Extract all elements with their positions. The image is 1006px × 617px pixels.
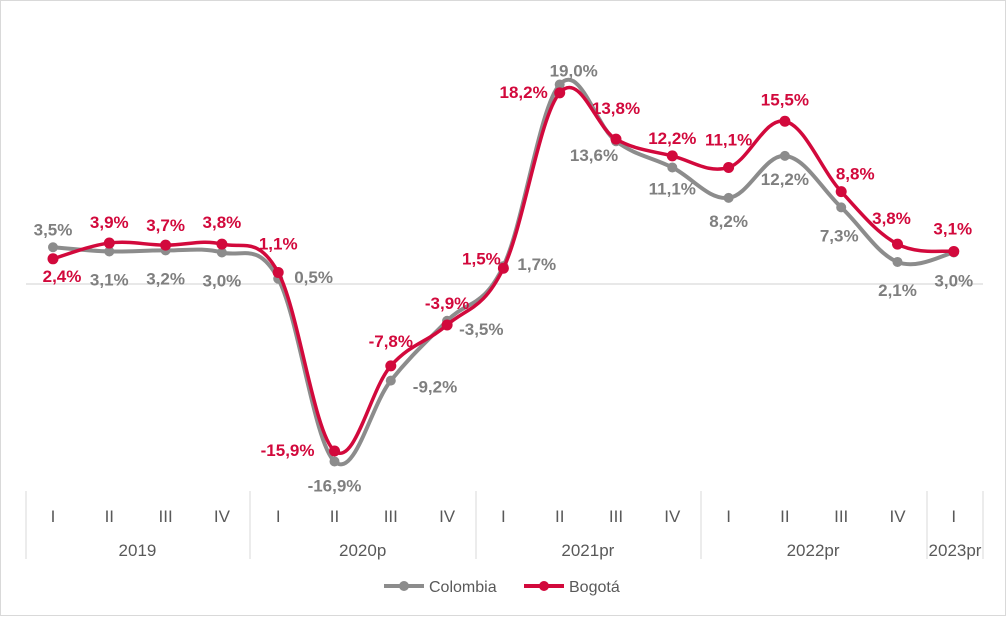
legend-label: Bogotá: [569, 579, 620, 596]
x-year-label: 2021pr: [561, 541, 614, 560]
data-point-bogota: [160, 239, 172, 251]
x-year-label: 2022pr: [787, 541, 840, 560]
data-point-colombia: [836, 202, 847, 213]
data-label-bogota: -15,9%: [261, 441, 315, 460]
x-tick-label: I: [51, 507, 56, 526]
data-label-colombia: 12,2%: [761, 170, 809, 189]
data-label-bogota: -7,8%: [369, 332, 413, 351]
data-point-bogota: [779, 115, 791, 127]
data-point-colombia: [779, 150, 790, 161]
data-point-bogota: [329, 445, 340, 457]
data-point-bogota: [47, 253, 59, 265]
x-tick-label: II: [555, 507, 564, 526]
x-year-label: 2023pr: [929, 541, 982, 560]
x-tick-label: IV: [889, 507, 906, 526]
x-year-label: 2020p: [339, 541, 386, 560]
data-label-layer: 3,5% 3,1% 3,2% 3,0% 0,5% -16,9% -9,2% -3,5% 1,7%…: [34, 62, 974, 496]
data-label-colombia: 1,7%: [517, 255, 556, 274]
x-year-label: 2019: [119, 541, 157, 560]
data-label-bogota: 3,8%: [203, 213, 242, 232]
x-tick-label: II: [330, 507, 339, 526]
data-point-colombia: [723, 192, 734, 203]
series-layer: [47, 77, 960, 467]
legend: Colombia Bogotá: [384, 579, 620, 596]
data-point-bogota: [666, 150, 678, 162]
data-label-bogota: 1,5%: [462, 249, 501, 268]
x-tick-label: III: [384, 507, 398, 526]
data-point-colombia: [216, 247, 227, 258]
data-label-colombia: 19,0%: [550, 62, 598, 81]
data-label-bogota: 1,1%: [259, 234, 298, 253]
x-tick-label: II: [105, 507, 114, 526]
data-label-colombia: 8,2%: [709, 212, 748, 231]
data-label-bogota: -3,9%: [425, 294, 469, 313]
data-point-colombia: [104, 246, 115, 257]
data-label-bogota: 12,2%: [648, 129, 696, 148]
x-tick-label: III: [609, 507, 623, 526]
data-point-bogota: [216, 238, 228, 250]
x-tick-label: IV: [664, 507, 681, 526]
data-label-colombia: -9,2%: [413, 378, 457, 397]
data-label-colombia: 3,5%: [34, 220, 73, 239]
data-point-bogota: [272, 266, 284, 278]
data-label-bogota: 3,9%: [90, 213, 129, 232]
data-label-bogota: 2,4%: [43, 267, 82, 286]
legend-swatch-marker: [539, 581, 549, 591]
data-label-colombia: 3,2%: [146, 269, 185, 288]
data-label-bogota: 3,1%: [933, 219, 972, 238]
data-point-colombia: [892, 256, 903, 267]
data-label-colombia: 2,1%: [878, 281, 917, 300]
data-point-colombia: [385, 375, 396, 386]
data-label-bogota: 3,8%: [872, 209, 911, 228]
data-label-colombia: 3,0%: [203, 272, 242, 291]
data-point-bogota: [892, 238, 903, 250]
data-point-colombia: [554, 79, 565, 90]
data-point-bogota: [497, 262, 509, 274]
data-label-colombia: 13,6%: [570, 146, 618, 165]
data-label-colombia: 7,3%: [820, 226, 859, 245]
data-label-bogota: 15,5%: [761, 90, 809, 109]
data-label-bogota: 18,2%: [499, 83, 547, 102]
data-point-bogota: [385, 360, 397, 372]
x-tick-label: IV: [439, 507, 456, 526]
data-label-colombia: 11,1%: [649, 179, 696, 198]
x-tick-label: I: [951, 507, 956, 526]
data-label-colombia: 3,0%: [934, 272, 973, 291]
x-tick-label: II: [780, 507, 789, 526]
x-tick-label: III: [159, 507, 173, 526]
data-point-colombia: [329, 456, 340, 467]
x-tick-label: I: [501, 507, 506, 526]
data-label-bogota: 13,8%: [592, 99, 640, 118]
data-point-bogota: [948, 245, 960, 257]
x-tick-label: IV: [214, 507, 231, 526]
data-label-colombia: -16,9%: [308, 476, 362, 495]
x-tick-label: I: [726, 507, 731, 526]
data-point-colombia: [667, 162, 678, 173]
data-point-colombia: [48, 242, 58, 253]
x-tick-label: III: [834, 507, 848, 526]
data-label-colombia: -3,5%: [459, 320, 503, 339]
data-label-bogota: 11,1%: [705, 130, 752, 149]
data-label-bogota: 3,7%: [146, 216, 185, 235]
legend-swatch-marker: [399, 581, 409, 591]
data-point-bogota: [103, 237, 115, 249]
legend-label: Colombia: [429, 579, 497, 596]
data-point-bogota: [835, 186, 847, 198]
data-label-bogota: 8,8%: [836, 165, 875, 184]
data-point-bogota: [723, 161, 735, 173]
data-point-bogota: [610, 133, 622, 145]
data-label-colombia: 0,5%: [294, 268, 333, 287]
data-point-bogota: [441, 319, 453, 331]
data-label-colombia: 3,1%: [90, 270, 129, 289]
data-point-bogota: [554, 87, 566, 99]
x-tick-label: I: [276, 507, 281, 526]
